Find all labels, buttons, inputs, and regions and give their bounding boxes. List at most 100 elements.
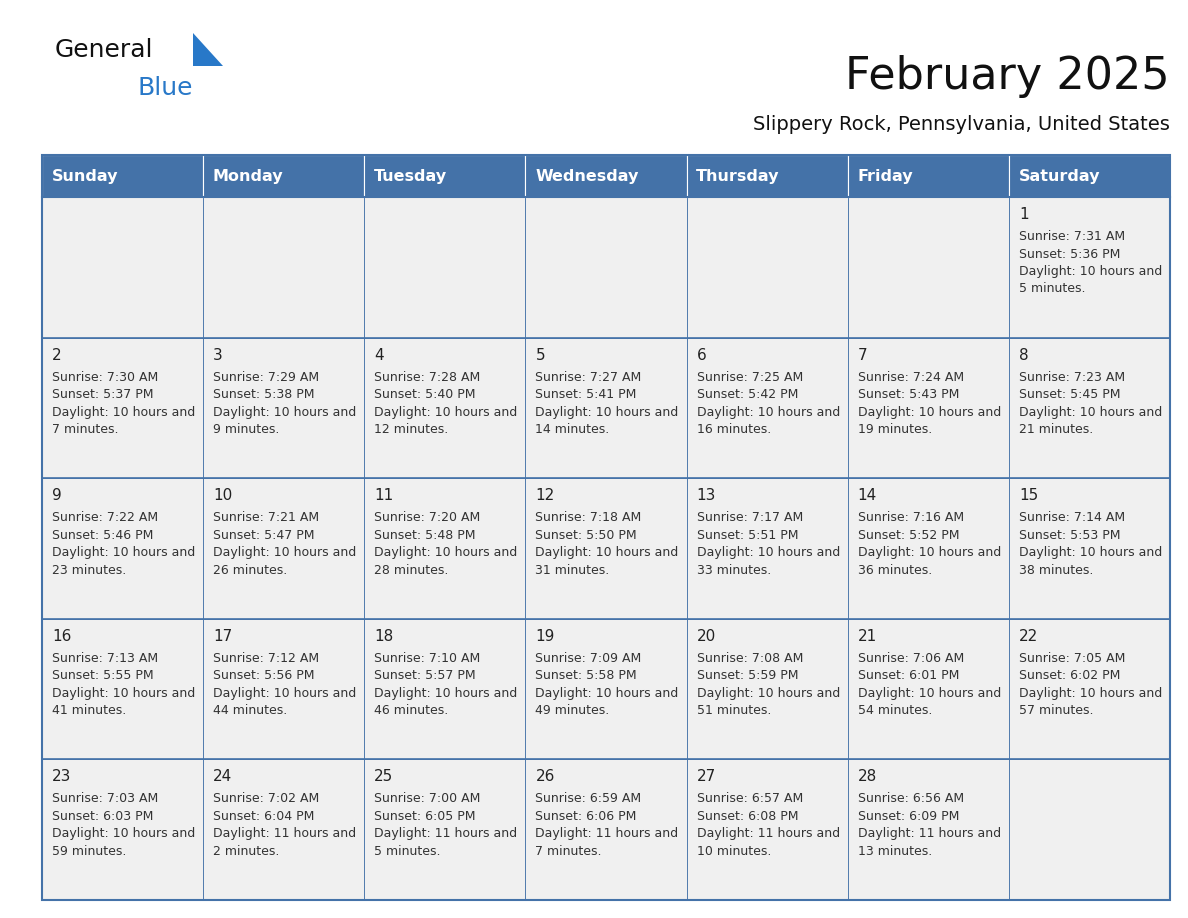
Text: Sunrise: 7:30 AM: Sunrise: 7:30 AM [52,371,158,384]
Text: 17: 17 [213,629,233,644]
Text: 15: 15 [1019,488,1038,503]
Bar [848,759,1009,900]
Bar [365,338,525,478]
Text: 31 minutes.: 31 minutes. [536,564,609,577]
Bar [203,619,365,759]
Text: Sunrise: 6:57 AM: Sunrise: 6:57 AM [696,792,803,805]
Text: Sunset: 5:37 PM: Sunset: 5:37 PM [52,388,153,401]
Text: 27: 27 [696,769,716,784]
Text: Sunrise: 7:13 AM: Sunrise: 7:13 AM [52,652,158,665]
Bar [525,759,687,900]
Text: Thursday: Thursday [696,169,779,184]
Text: Sunrise: 7:14 AM: Sunrise: 7:14 AM [1019,511,1125,524]
Text: 22: 22 [1019,629,1038,644]
Text: Daylight: 10 hours and: Daylight: 10 hours and [213,406,356,419]
Text: 38 minutes.: 38 minutes. [1019,564,1093,577]
Text: Sunset: 5:53 PM: Sunset: 5:53 PM [1019,529,1120,542]
Text: 23: 23 [52,769,71,784]
Text: Daylight: 10 hours and: Daylight: 10 hours and [374,406,518,419]
Text: 51 minutes.: 51 minutes. [696,704,771,717]
Text: Daylight: 10 hours and: Daylight: 10 hours and [52,687,195,700]
Text: Slippery Rock, Pennsylvania, United States: Slippery Rock, Pennsylvania, United Stat… [753,115,1170,134]
Text: Daylight: 10 hours and: Daylight: 10 hours and [858,687,1001,700]
Text: Sunrise: 7:29 AM: Sunrise: 7:29 AM [213,371,320,384]
Text: Sunrise: 7:16 AM: Sunrise: 7:16 AM [858,511,963,524]
Text: Sunrise: 7:08 AM: Sunrise: 7:08 AM [696,652,803,665]
Text: Sunset: 5:36 PM: Sunset: 5:36 PM [1019,248,1120,261]
Text: 13 minutes.: 13 minutes. [858,845,931,858]
Text: 13: 13 [696,488,716,503]
Text: 46 minutes.: 46 minutes. [374,704,449,717]
Text: 49 minutes.: 49 minutes. [536,704,609,717]
Text: 10 minutes.: 10 minutes. [696,845,771,858]
Text: 12 minutes.: 12 minutes. [374,423,449,436]
Text: Daylight: 10 hours and: Daylight: 10 hours and [696,687,840,700]
Bar [1009,338,1170,478]
Text: Daylight: 10 hours and: Daylight: 10 hours and [52,546,195,559]
Text: Sunset: 5:58 PM: Sunset: 5:58 PM [536,669,637,682]
Text: Sunset: 5:51 PM: Sunset: 5:51 PM [696,529,798,542]
Bar [687,759,848,900]
Text: 19 minutes.: 19 minutes. [858,423,931,436]
Text: Daylight: 10 hours and: Daylight: 10 hours and [536,406,678,419]
Text: Daylight: 10 hours and: Daylight: 10 hours and [213,546,356,559]
Text: 2 minutes.: 2 minutes. [213,845,279,858]
Text: 5 minutes.: 5 minutes. [1019,283,1086,296]
Text: Sunrise: 7:24 AM: Sunrise: 7:24 AM [858,371,963,384]
Text: Sunday: Sunday [51,169,118,184]
Text: 7: 7 [858,348,867,363]
Bar [525,619,687,759]
Bar [42,155,1170,900]
Bar [365,478,525,619]
Bar [687,338,848,478]
Text: Sunset: 5:48 PM: Sunset: 5:48 PM [374,529,475,542]
Text: 41 minutes.: 41 minutes. [52,704,126,717]
Text: Sunset: 6:05 PM: Sunset: 6:05 PM [374,810,475,823]
Text: 5: 5 [536,348,545,363]
Text: Daylight: 10 hours and: Daylight: 10 hours and [1019,265,1162,278]
Bar [1009,155,1170,197]
Bar [525,197,687,338]
Bar [848,338,1009,478]
Text: Daylight: 10 hours and: Daylight: 10 hours and [52,827,195,840]
Text: 26: 26 [536,769,555,784]
Text: 28: 28 [858,769,877,784]
Text: Sunset: 6:09 PM: Sunset: 6:09 PM [858,810,959,823]
Text: 4: 4 [374,348,384,363]
Text: 10: 10 [213,488,233,503]
Text: Daylight: 10 hours and: Daylight: 10 hours and [52,406,195,419]
Text: Sunset: 5:59 PM: Sunset: 5:59 PM [696,669,798,682]
Text: Daylight: 11 hours and: Daylight: 11 hours and [536,827,678,840]
Text: Daylight: 10 hours and: Daylight: 10 hours and [374,687,518,700]
Bar [1009,478,1170,619]
Text: 21: 21 [858,629,877,644]
Text: Daylight: 10 hours and: Daylight: 10 hours and [536,687,678,700]
Text: 11: 11 [374,488,393,503]
Text: Sunset: 5:45 PM: Sunset: 5:45 PM [1019,388,1120,401]
Bar [687,197,848,338]
Text: 7 minutes.: 7 minutes. [52,423,119,436]
Bar [203,338,365,478]
Text: Daylight: 10 hours and: Daylight: 10 hours and [696,406,840,419]
Text: Daylight: 10 hours and: Daylight: 10 hours and [858,546,1001,559]
Bar [42,759,203,900]
Text: 44 minutes.: 44 minutes. [213,704,287,717]
Text: 8: 8 [1019,348,1029,363]
Bar [848,478,1009,619]
Text: Sunrise: 7:05 AM: Sunrise: 7:05 AM [1019,652,1125,665]
Text: Daylight: 10 hours and: Daylight: 10 hours and [374,546,518,559]
Bar [203,478,365,619]
Text: 9 minutes.: 9 minutes. [213,423,279,436]
Text: 18: 18 [374,629,393,644]
Text: Daylight: 10 hours and: Daylight: 10 hours and [696,546,840,559]
Text: Sunset: 6:06 PM: Sunset: 6:06 PM [536,810,637,823]
Text: 20: 20 [696,629,716,644]
Text: Blue: Blue [137,76,192,100]
Polygon shape [192,33,223,66]
Text: Sunset: 5:47 PM: Sunset: 5:47 PM [213,529,315,542]
Text: Daylight: 10 hours and: Daylight: 10 hours and [536,546,678,559]
Text: Daylight: 11 hours and: Daylight: 11 hours and [858,827,1000,840]
Text: Sunrise: 7:27 AM: Sunrise: 7:27 AM [536,371,642,384]
Bar [42,478,203,619]
Text: Friday: Friday [858,169,914,184]
